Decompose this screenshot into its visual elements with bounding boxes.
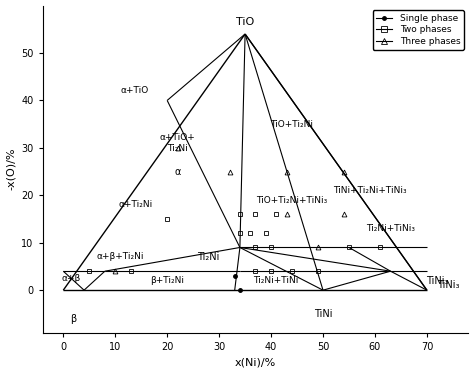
Text: α+Ti₂Ni: α+Ti₂Ni: [119, 200, 153, 209]
Text: α+TiO+
Ti₂Ni: α+TiO+ Ti₂Ni: [160, 134, 195, 153]
Text: TiO+Ti₂Ni: TiO+Ti₂Ni: [270, 120, 313, 129]
Text: Ti₂Ni: Ti₂Ni: [197, 252, 219, 262]
Text: TiNi₃: TiNi₃: [426, 276, 448, 286]
Text: β+Ti₂Ni: β+Ti₂Ni: [150, 276, 184, 285]
Text: TiNi+Ti₂Ni+TiNi₃: TiNi+Ti₂Ni+TiNi₃: [333, 186, 407, 195]
Text: α: α: [174, 167, 181, 176]
X-axis label: x(Ni)/%: x(Ni)/%: [235, 357, 276, 367]
Text: Ti₂Ni+TiNi: Ti₂Ni+TiNi: [254, 276, 299, 285]
Text: TiO: TiO: [236, 17, 254, 27]
Legend: Single phase, Two phases, Three phases: Single phase, Two phases, Three phases: [373, 10, 464, 50]
Text: α+β: α+β: [62, 274, 81, 283]
Y-axis label: -x(O)/%: -x(O)/%: [6, 148, 16, 191]
Text: β: β: [71, 314, 77, 324]
Text: TiO+Ti₂Ni+TiNi₃: TiO+Ti₂Ni+TiNi₃: [256, 195, 328, 204]
Text: α+TiO: α+TiO: [120, 87, 149, 95]
Text: Ti₂Ni+TiNi₃: Ti₂Ni+TiNi₃: [366, 224, 415, 233]
Text: TiNi: TiNi: [314, 309, 332, 319]
Text: α+β+Ti₂Ni: α+β+Ti₂Ni: [97, 253, 144, 261]
Text: TiNi₃: TiNi₃: [438, 280, 460, 291]
